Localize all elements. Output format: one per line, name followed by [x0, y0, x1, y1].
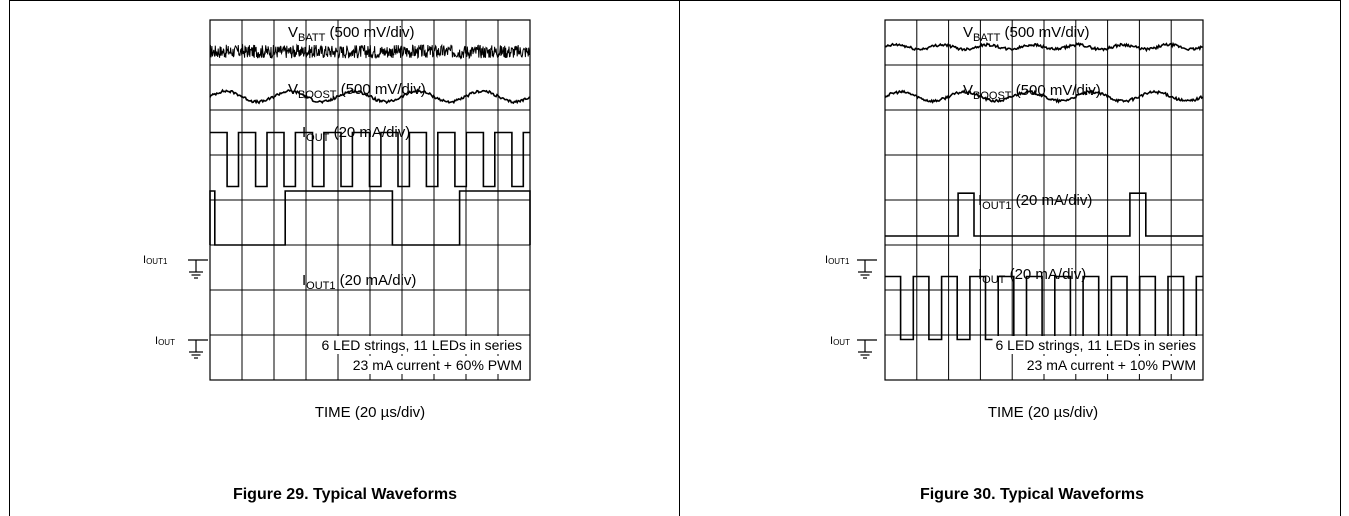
annotation-line: 23 mA current + 60% PWM — [353, 357, 522, 373]
annotation-line: 23 mA current + 10% PWM — [1027, 357, 1196, 373]
trace-label-boost: VBOOST (500 mV/div) — [963, 82, 1101, 102]
annotation-bg — [992, 336, 1198, 354]
trace-boost — [884, 89, 1204, 104]
trace-out — [210, 131, 530, 188]
figure-30-panel: VBATT (500 mV/div) VBOOST (500 mV/div) IOU… — [680, 0, 1349, 516]
oscilloscope-grid — [209, 19, 531, 381]
trace-batt — [209, 43, 531, 60]
figure-30-chart: VBATT (500 mV/div) VBOOST (500 mV/div) IOU… — [825, 19, 1204, 503]
figure-caption: Figure 30. Typical Waveforms — [920, 486, 1144, 503]
annotation-line: 6 LED strings, 11 LEDs in series — [996, 337, 1197, 353]
x-axis-label: TIME (20 µs/div) — [988, 404, 1098, 421]
oscilloscope-grid — [884, 19, 1204, 381]
trace-out1 — [885, 192, 1203, 237]
ground-label: IOUT1 — [143, 254, 168, 266]
ground-label: IOUT1 — [825, 254, 850, 266]
ground-marker-out1: IOUT1 — [143, 254, 208, 279]
annotation-line: 6 LED strings, 11 LEDs in series — [322, 337, 523, 353]
trace-label-batt: VBATT (500 mV/div) — [288, 24, 415, 44]
annotation-bg — [349, 356, 524, 374]
figure-caption: Figure 29. Typical Waveforms — [233, 486, 457, 503]
trace-boost — [209, 88, 531, 105]
trace-label-out1: IOUT1 (20 mA/div) — [302, 272, 416, 292]
annotation-bg — [318, 336, 524, 354]
trace-label-batt: VBATT (500 mV/div) — [963, 24, 1090, 44]
ground-marker-out1: IOUT1 — [825, 254, 877, 279]
annotation-bg — [1023, 356, 1198, 374]
figure-29-chart: VBATT (500 mV/div) VBOOST (500 mV/div) IOU… — [143, 19, 531, 503]
trace-label-out1: IOUT1 (20 mA/div) — [978, 192, 1092, 212]
figure-29-panel: VBATT (500 mV/div) VBOOST (500 mV/div) IOU… — [143, 19, 531, 503]
figure-29-frame — [9, 0, 680, 516]
trace-out1 — [209, 190, 531, 246]
trace-label-boost: VBOOST (500 mV/div) — [288, 81, 426, 101]
ground-marker-out: IOUT — [155, 335, 208, 359]
trace-label-out: IOUT (20 mA/div) — [302, 124, 410, 144]
x-axis-label: TIME (20 µs/div) — [315, 404, 425, 421]
trace-batt — [884, 41, 1203, 53]
ground-marker-out: IOUT — [830, 335, 877, 359]
ground-label: IOUT — [830, 335, 850, 347]
ground-label: IOUT — [155, 335, 175, 347]
figure-30-frame — [679, 0, 1341, 516]
trace-label-out: IOUT (20 mA/div) — [978, 266, 1086, 286]
